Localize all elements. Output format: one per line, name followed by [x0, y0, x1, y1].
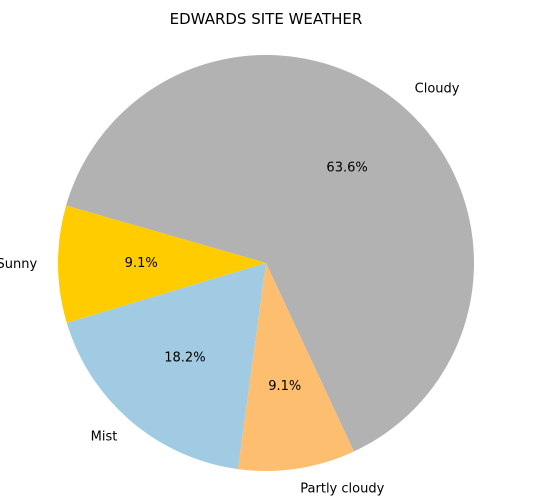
slice-label-sunny: Sunny: [0, 257, 38, 272]
slice-percent-partly-cloudy: 9.1%: [268, 379, 301, 394]
slice-percent-mist: 18.2%: [164, 350, 205, 365]
chart-title: EDWARDS SITE WEATHER: [170, 10, 363, 28]
slice-percent-sunny: 9.1%: [125, 256, 158, 271]
slice-percent-cloudy: 63.6%: [326, 161, 367, 176]
slice-label-mist: Mist: [91, 429, 118, 444]
pie-slices: [58, 55, 474, 471]
slice-label-partly-cloudy: Partly cloudy: [300, 482, 384, 497]
slice-label-cloudy: Cloudy: [415, 82, 460, 97]
